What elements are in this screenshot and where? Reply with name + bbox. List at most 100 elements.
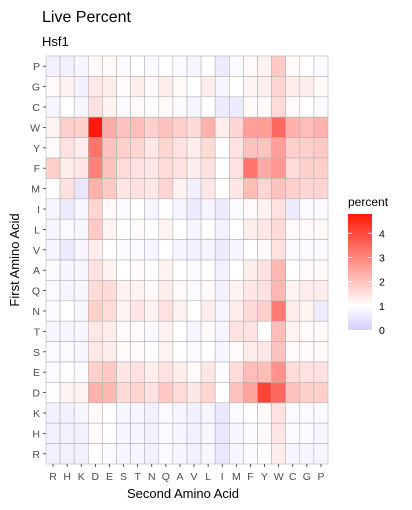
heatmap-cell [299,96,315,118]
x-tick-label: R [49,471,57,483]
heatmap-cell [271,259,287,281]
heatmap-cell [158,137,174,159]
heatmap-cell [116,55,131,77]
heatmap-cell [214,116,230,138]
heatmap-cell [214,259,230,281]
heatmap-cell [271,55,287,77]
heatmap-cell [45,443,61,465]
heatmap-cell [285,178,301,200]
heatmap-cell [200,361,216,383]
heatmap-cell [229,178,244,200]
heatmap-cell [299,178,315,200]
heatmap-cell [158,320,174,342]
heatmap-cell [45,402,61,424]
heatmap-cell [172,280,188,302]
heatmap-cell [45,239,61,261]
heatmap-cell [243,239,258,261]
heatmap-cell [59,341,75,363]
y-axis-title: First Amino Acid [7,213,22,306]
y-tick-label: W [30,122,40,134]
heatmap-cell [229,96,244,118]
heatmap-cell [73,259,89,281]
heatmap-cell [285,280,301,302]
heatmap-cell [144,382,160,404]
heatmap-cell [102,361,117,383]
heatmap-cell [45,198,61,220]
y-tick-label: K [33,408,40,420]
x-tick-label: P [317,471,324,483]
heatmap-cell [172,116,188,138]
heatmap-cell [144,259,160,281]
legend-colorbar [348,214,372,330]
heatmap-cell [285,55,301,77]
heatmap-cell [45,320,61,342]
x-tick-label: T [134,471,141,483]
heatmap-cell [285,116,301,138]
heatmap-cell [257,361,272,383]
y-tick-label: L [34,224,40,236]
heatmap-cell [88,300,103,322]
heatmap-cell [229,361,244,383]
heatmap-cell [144,341,160,363]
x-tick-label: W [274,471,284,483]
heatmap-cell [214,55,230,77]
heatmap-cell [88,55,103,77]
heatmap-cell [186,382,202,404]
heatmap-cell [229,443,244,465]
legend-tick-label: 2 [379,277,385,289]
heatmap-cell [243,259,258,281]
heatmap-cell [257,341,272,363]
heatmap-cell [102,402,117,424]
heatmap-cell [299,422,315,444]
heatmap-cell [88,116,103,138]
heatmap-cell [102,341,117,363]
heatmap-cell [73,341,89,363]
heatmap-cell [59,443,75,465]
legend-tick-label: 0 [379,325,385,337]
heatmap-cell [200,157,216,179]
x-tick-label: V [191,471,198,483]
heatmap-cell [144,55,160,77]
heatmap-cell [214,402,230,424]
heatmap-cell [45,76,61,98]
heatmap-cell [88,422,103,444]
heatmap-cell [285,382,301,404]
heatmap-cell [313,218,329,240]
heatmap-cell [116,76,131,98]
heatmap-cell [73,76,89,98]
y-tick-label: M [31,184,40,196]
heatmap-cell [257,259,272,281]
heatmap-cell [73,320,89,342]
heatmap-cell [186,198,202,220]
y-tick-label: S [33,347,40,359]
heatmap-cell [186,300,202,322]
legend-tick-label: 1 [379,301,385,313]
heatmap-cell [186,320,202,342]
heatmap-cell [186,402,202,424]
heatmap-cell [243,402,258,424]
heatmap-cell [257,218,272,240]
heatmap-cell [172,320,188,342]
heatmap-cell [102,137,117,159]
heatmap-cell [313,320,329,342]
heatmap-cell [130,300,146,322]
heatmap-cell [116,178,131,200]
heatmap-cell [172,402,188,424]
heatmap-cell [130,157,146,179]
y-tick-label: H [32,428,40,440]
heatmap-cell [73,137,89,159]
heatmap-cell [271,178,287,200]
heatmap-cell [88,178,103,200]
heatmap-cell [285,76,301,98]
heatmap-cell [271,116,287,138]
heatmap-cell [158,157,174,179]
heatmap-cell [130,198,146,220]
heatmap-cell [158,96,174,118]
heatmap-cell [200,96,216,118]
heatmap-cell [285,218,301,240]
heatmap-cell [172,76,188,98]
heatmap-cell [257,402,272,424]
heatmap-cell [116,157,131,179]
heatmap-cell [172,137,188,159]
heatmap-cell [200,320,216,342]
